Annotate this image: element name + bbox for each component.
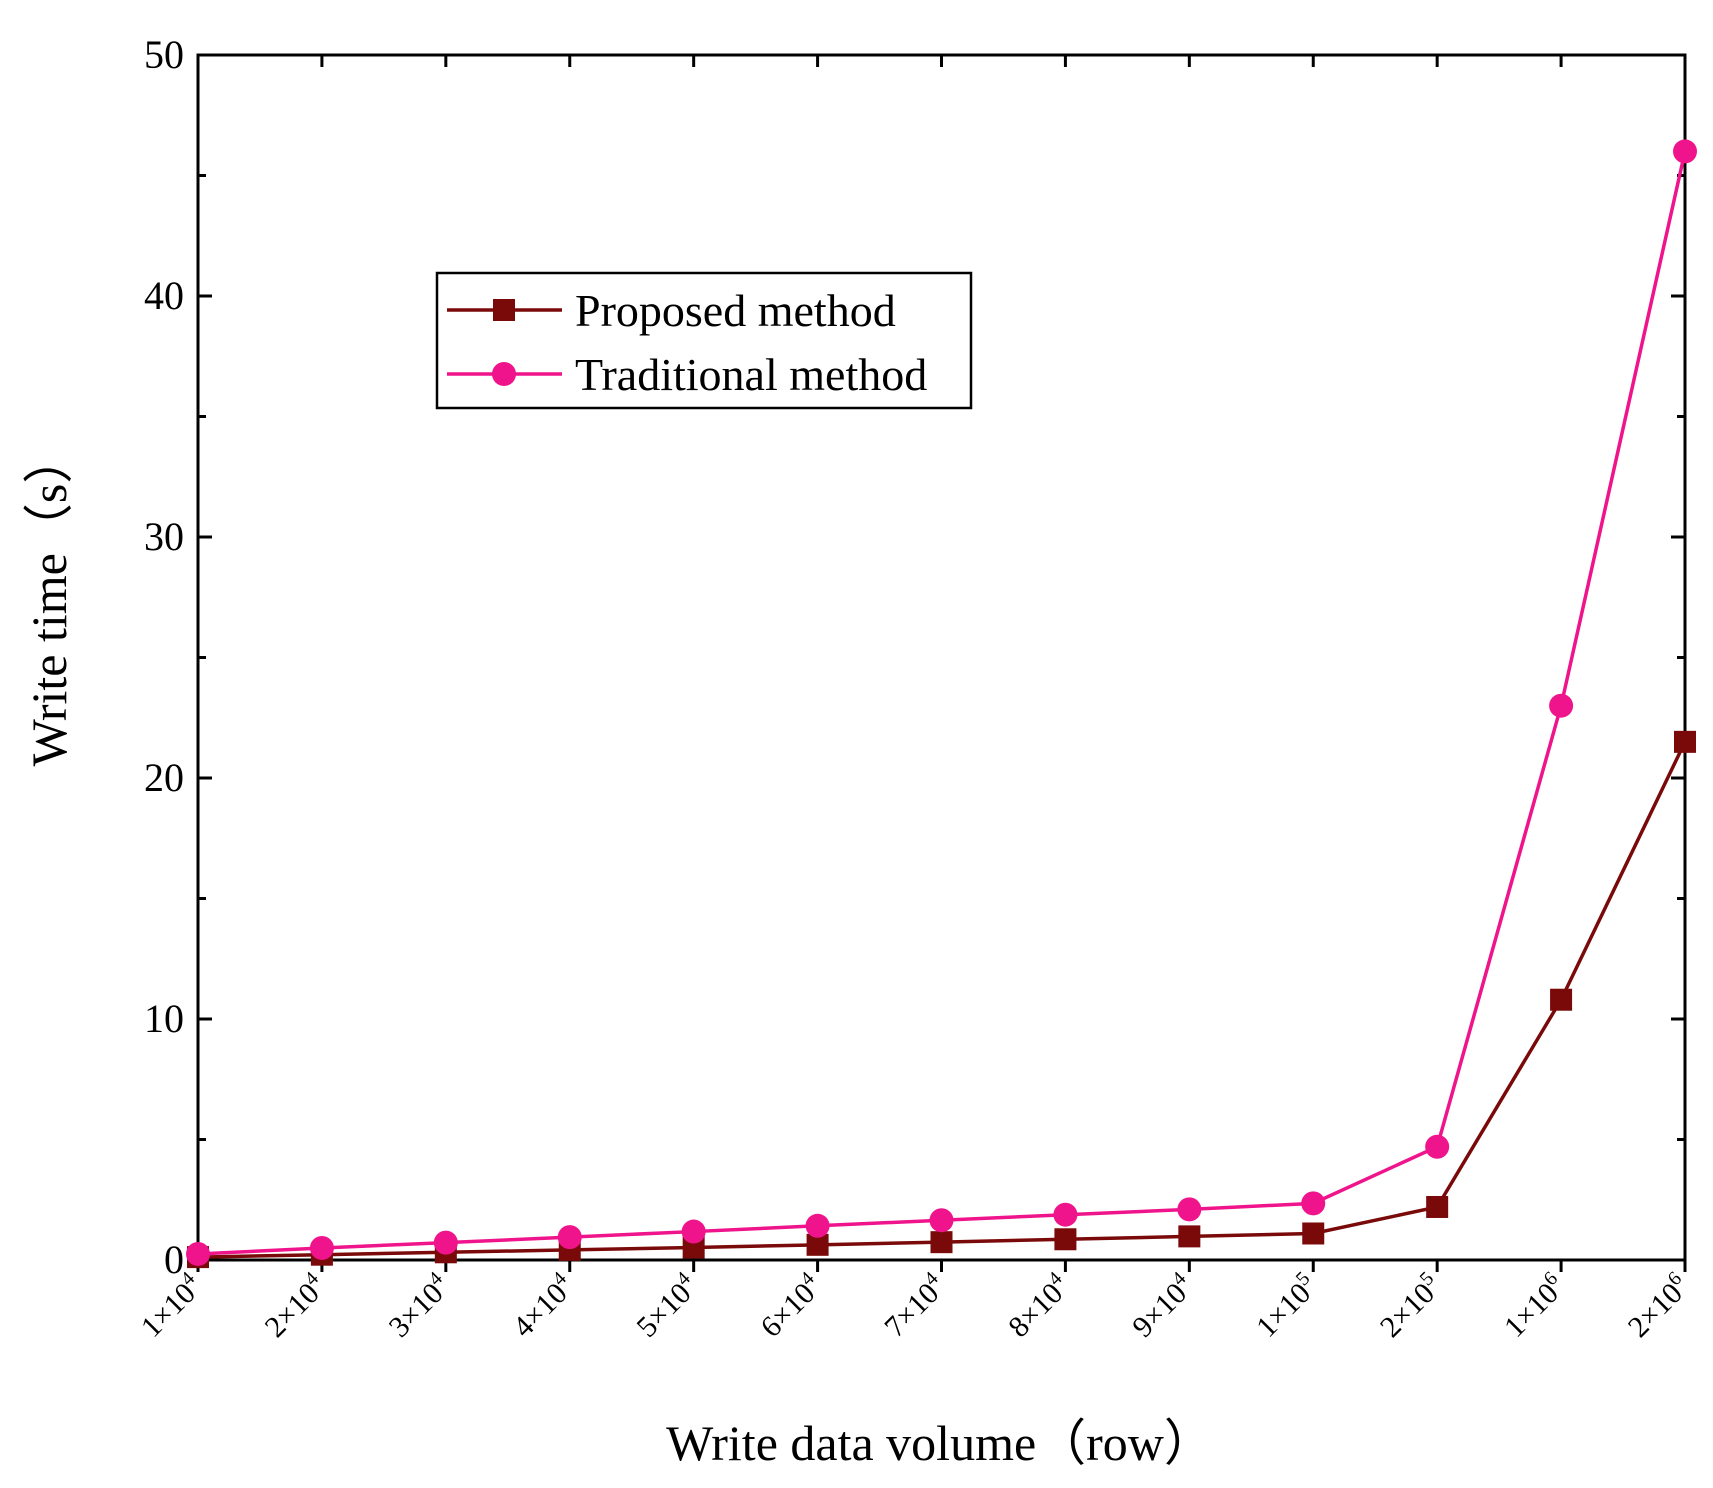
- series-1: [187, 730, 1696, 1269]
- series-2: [186, 139, 1697, 1266]
- x-tick-label: 1×105: [1248, 1267, 1324, 1343]
- y-axis-title: Write time（s）: [21, 434, 77, 767]
- series-line: [197, 741, 1687, 1259]
- x-axis: 1×104 2×104 3×104 4×104 5×104 6×104 7×104 8×104…: [135, 55, 1696, 1344]
- data-point: [557, 1225, 582, 1250]
- data-point: [186, 1241, 210, 1266]
- x-tick-label: 9×104: [1124, 1267, 1200, 1343]
- x-tick-label: 2×104: [257, 1267, 333, 1343]
- x-tick-label: 6×104: [752, 1267, 828, 1343]
- data-point: [1550, 988, 1573, 1011]
- data-point: [1178, 1225, 1201, 1248]
- y-axis: 0 10 20 30 40 50: [144, 32, 1685, 1282]
- data-point: [1301, 1191, 1326, 1216]
- plot-frame: [196, 53, 1687, 1262]
- x-tick-label: 2×106: [1620, 1267, 1696, 1343]
- series-layer: [186, 139, 1697, 1269]
- x-tick-label: 7×104: [876, 1267, 952, 1343]
- y-tick-label: 10: [144, 996, 184, 1041]
- data-point: [929, 1208, 954, 1233]
- data-point: [1426, 1195, 1449, 1218]
- data-point: [1674, 730, 1696, 753]
- y-tick-label: 40: [144, 273, 184, 318]
- data-point: [930, 1231, 953, 1254]
- data-point: [1302, 1222, 1325, 1245]
- data-point: [1549, 693, 1574, 718]
- x-tick-label: 3×104: [380, 1267, 456, 1343]
- data-point: [309, 1235, 334, 1260]
- data-point: [681, 1219, 706, 1244]
- x-tick-label: 2×105: [1372, 1267, 1448, 1343]
- data-point: [805, 1213, 830, 1238]
- plot-border: [196, 53, 1687, 1262]
- legend-box: [435, 271, 973, 410]
- legend-item: Traditional method: [447, 349, 927, 400]
- x-tick-label: 5×104: [628, 1267, 704, 1343]
- data-point: [1673, 139, 1697, 164]
- data-point: [1177, 1197, 1202, 1222]
- legend-label: Proposed method: [575, 285, 896, 336]
- legend-item: Proposed method: [447, 285, 896, 336]
- x-tick-label: 1×106: [1496, 1267, 1572, 1343]
- data-point: [433, 1230, 458, 1255]
- data-point: [1053, 1202, 1078, 1227]
- data-point: [1054, 1228, 1077, 1251]
- data-point: [1425, 1134, 1450, 1159]
- legend-marker: [493, 299, 515, 321]
- x-tick-label: 4×104: [504, 1267, 580, 1343]
- y-tick-label: 0: [164, 1237, 184, 1282]
- legend-marker: [492, 362, 516, 386]
- legend-label: Traditional method: [575, 349, 927, 400]
- legend: Proposed method Traditional method: [435, 271, 973, 410]
- y-tick-label: 50: [144, 32, 184, 77]
- data-point: [806, 1233, 829, 1256]
- x-tick-label: 8×104: [1000, 1267, 1076, 1343]
- x-axis-title: Write data volume（row）: [666, 1415, 1214, 1471]
- y-tick-label: 20: [144, 755, 184, 800]
- y-tick-label: 30: [144, 514, 184, 559]
